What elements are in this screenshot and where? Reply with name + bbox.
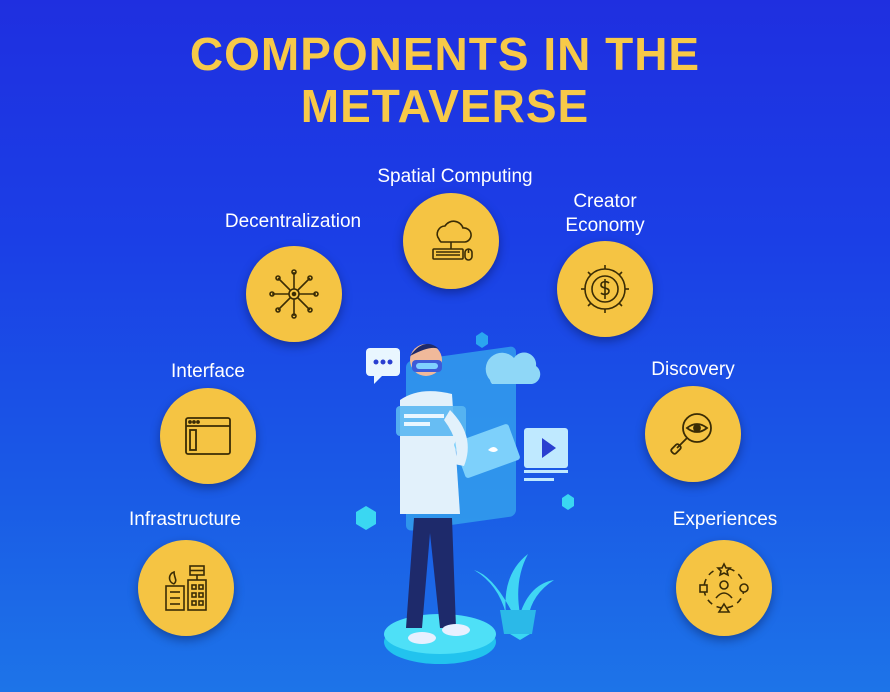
circle-experiences: [676, 540, 772, 636]
circle-discovery: [645, 386, 741, 482]
laptop: [454, 424, 520, 478]
label-decentralization: Decentralization: [224, 211, 362, 232]
page-title: COMPONENTS IN THE METAVERSE: [0, 28, 890, 132]
hexagon-shape: [476, 332, 488, 348]
label-interface: Interface: [171, 361, 245, 382]
label-creator: Creator: [573, 191, 637, 212]
magnifier-eye-icon: [670, 413, 712, 455]
circle-infrastructure: [138, 540, 234, 636]
label-economy: Economy: [565, 215, 645, 236]
gear-coin-icon: [581, 265, 629, 313]
circle-spatial-computing: [403, 193, 499, 289]
network-nodes-icon: [269, 269, 319, 319]
buildings-icon: [165, 565, 207, 611]
people-shapes-icon: [699, 562, 749, 613]
hexagon-shape: [562, 494, 574, 510]
browser-window-icon: [185, 417, 231, 455]
label-discovery: Discovery: [651, 359, 735, 380]
hexagon-shape: [356, 506, 376, 530]
circle-creator-economy: [557, 241, 653, 337]
label-creator-economy: Creator Economy: [545, 190, 665, 238]
label-experiences: Experiences: [672, 509, 778, 530]
plant: [474, 554, 554, 618]
person-vr-illustration: [356, 332, 574, 664]
label-infrastructure: Infrastructure: [129, 509, 241, 530]
cloud-shape: [485, 352, 541, 384]
label-spatial-computing: Spatial Computing: [377, 166, 533, 187]
circle-decentralization: [246, 246, 342, 342]
cloud-computer-icon: [432, 220, 473, 261]
title-line-2: METAVERSE: [300, 80, 590, 132]
title-line-1: COMPONENTS IN THE: [189, 28, 701, 80]
circle-interface: [160, 388, 256, 484]
